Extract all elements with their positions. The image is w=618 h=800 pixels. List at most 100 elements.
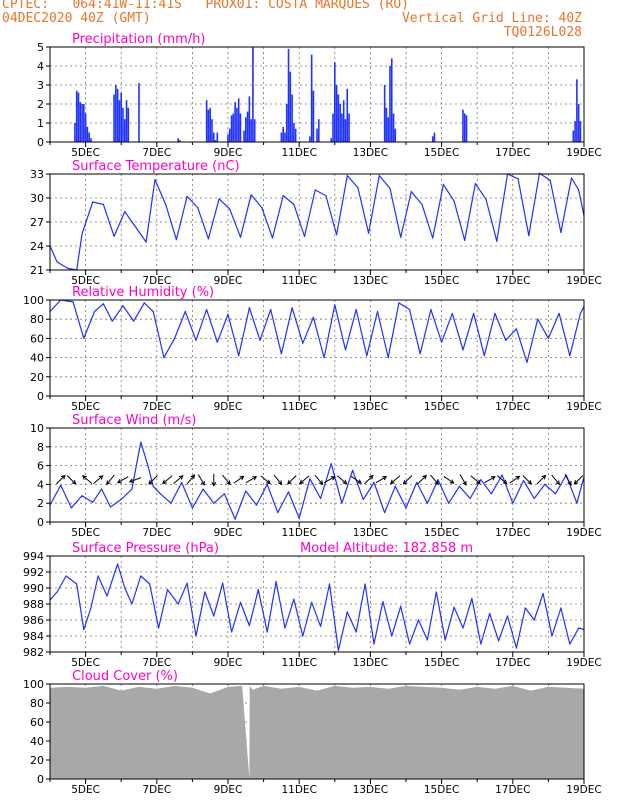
series-point — [325, 195, 327, 197]
precip-bar — [332, 113, 334, 142]
series-point — [330, 463, 332, 465]
series-point — [245, 490, 247, 492]
series-point — [526, 361, 528, 363]
series-point — [275, 581, 277, 583]
series-point — [432, 237, 434, 239]
wind-arrow — [299, 475, 310, 485]
series-point — [419, 353, 421, 355]
series-point — [206, 309, 208, 311]
precip-bar — [309, 136, 311, 142]
x-tick-label: 19DEC — [566, 275, 601, 287]
x-tick-label: 7DEC — [142, 147, 171, 159]
series-point — [462, 627, 464, 629]
series-point — [90, 607, 92, 609]
series-point — [515, 647, 517, 649]
series-point — [421, 203, 423, 205]
series-point — [400, 236, 402, 238]
series-point — [234, 518, 236, 520]
series-point — [533, 619, 535, 621]
y-tick-label: 990 — [23, 582, 44, 595]
x-tick-label: 9DEC — [214, 401, 243, 413]
series-point — [124, 587, 126, 589]
series-point — [238, 355, 240, 357]
x-tick-label: 17DEC — [495, 401, 530, 413]
x-tick-label: 13DEC — [353, 147, 388, 159]
precip-bar — [79, 102, 82, 142]
x-tick-label: 9DEC — [214, 527, 243, 539]
precip-bar — [228, 128, 231, 142]
series-point — [579, 312, 582, 315]
precip-bar — [389, 66, 391, 142]
series-point — [131, 488, 133, 490]
precip-bar — [433, 132, 436, 142]
series-point — [102, 303, 104, 305]
precip-bar — [339, 104, 341, 142]
precip-bar — [335, 85, 338, 142]
precip-bar — [344, 119, 347, 142]
wind-arrow — [211, 473, 217, 487]
y-tick-label: 80 — [30, 697, 44, 710]
series-point — [202, 488, 204, 490]
series-point — [389, 187, 391, 189]
wind-arrow — [459, 474, 467, 486]
series-point — [528, 235, 530, 237]
series-point — [67, 267, 69, 269]
x-tick-label: 19DEC — [566, 784, 601, 796]
wind-arrow — [324, 476, 336, 484]
series-point — [223, 493, 226, 495]
wind-arrow — [364, 474, 374, 485]
series-point — [489, 613, 491, 615]
precip-bar — [463, 113, 466, 142]
y-tick-label: 0 — [37, 516, 44, 529]
series-point — [494, 312, 496, 315]
series-point — [451, 312, 453, 315]
precip-bar — [348, 113, 350, 142]
precip-bar — [243, 130, 245, 142]
precip-bar — [392, 113, 395, 142]
y-tick-label: 4 — [37, 478, 44, 491]
x-tick-label: 17DEC — [495, 657, 530, 669]
series-point — [373, 643, 375, 645]
series-point — [426, 639, 428, 641]
series-point — [570, 177, 573, 179]
y-tick-label: 60 — [30, 716, 44, 729]
y-tick-label: 100 — [23, 294, 44, 307]
precip-bar — [431, 136, 434, 142]
wind-arrow — [186, 474, 196, 485]
wind-arrow — [417, 474, 428, 485]
y-tick-label: 0 — [37, 773, 44, 786]
y-tick-label: 33 — [30, 168, 44, 181]
precip-bar — [310, 54, 313, 142]
x-tick-label: 17DEC — [495, 784, 530, 796]
x-tick-label: 11DEC — [281, 275, 316, 287]
series-point — [124, 211, 126, 213]
precip-bar — [574, 121, 576, 142]
series-point — [542, 593, 544, 595]
series-point — [576, 502, 578, 504]
series-point — [277, 511, 279, 514]
series-point — [408, 643, 411, 645]
series-point — [140, 575, 142, 577]
series-point — [56, 591, 58, 593]
series-point — [227, 313, 229, 315]
series-point — [560, 231, 562, 233]
series-point — [483, 355, 485, 357]
series-point — [257, 589, 259, 591]
series-point — [181, 481, 183, 484]
x-tick-label: 9DEC — [214, 147, 243, 159]
x-tick-label: 19DEC — [566, 147, 601, 159]
series-point — [239, 601, 242, 604]
series-line — [49, 563, 585, 651]
precip-bar — [120, 92, 122, 142]
wind-arrow — [573, 475, 584, 485]
wind-arrow — [497, 475, 508, 485]
series-point — [346, 175, 348, 177]
precip-bar — [116, 88, 119, 142]
precip-bar — [334, 62, 336, 143]
x-tick-label: 5DEC — [71, 527, 100, 539]
wind-arrow — [389, 475, 401, 485]
y-tick-label: 30 — [30, 192, 44, 205]
y-tick-label: 8 — [37, 441, 44, 454]
precip-bar — [75, 90, 78, 142]
series-point — [312, 316, 315, 318]
